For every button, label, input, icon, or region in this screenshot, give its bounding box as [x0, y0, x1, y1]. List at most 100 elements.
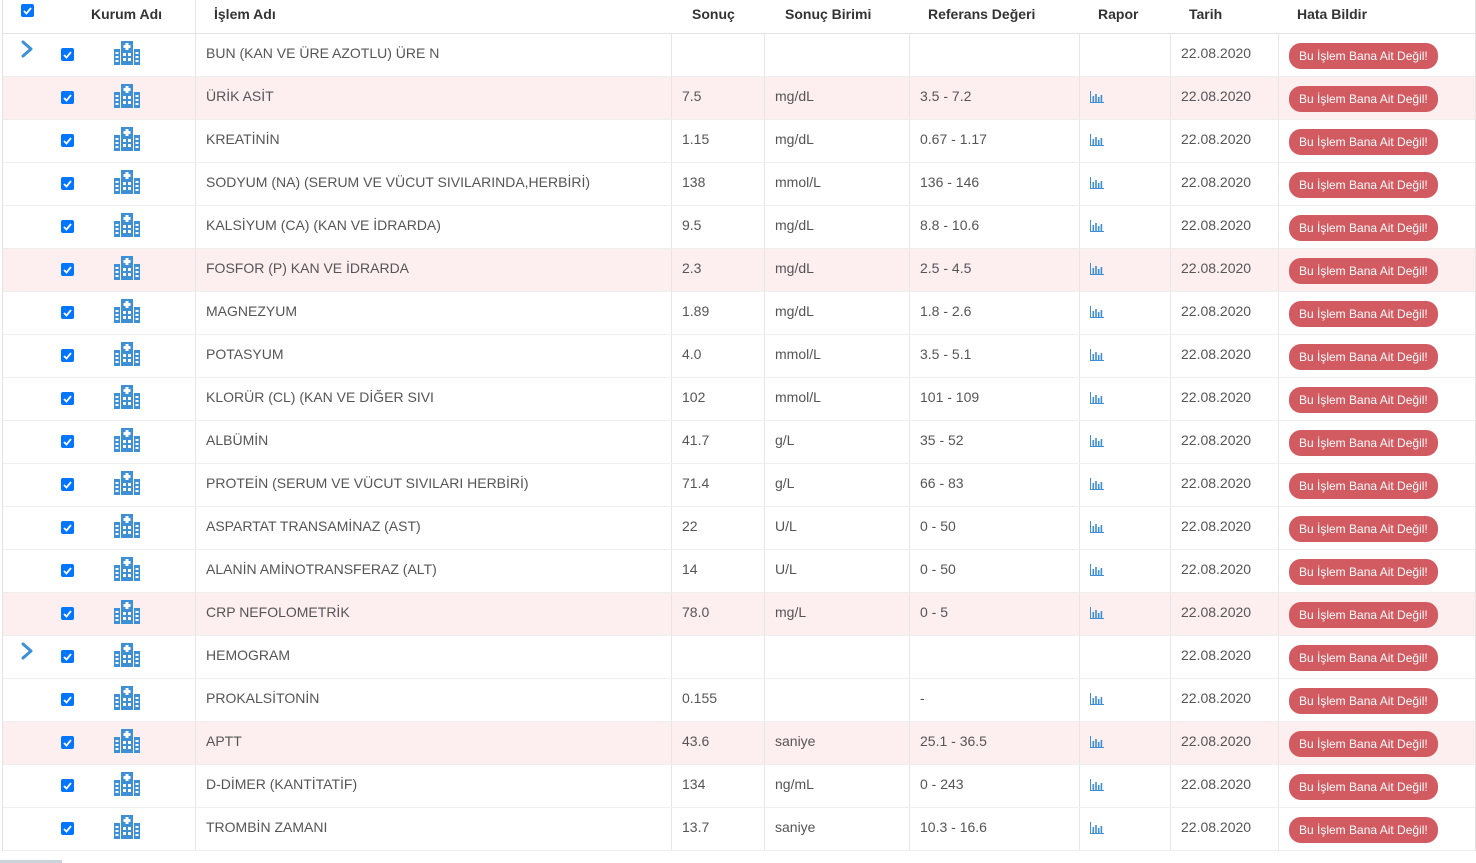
- test-name: CRP NEFOLOMETRİK: [196, 593, 672, 635]
- row-checkbox[interactable]: [60, 607, 74, 620]
- table-row: ÜRİK ASİT 7.5 mg/dL 3.5 - 7.2 22.08.2020 Bu İ…: [3, 77, 1475, 120]
- not-mine-button[interactable]: Bu İşlem Bana Ait Değil!: [1289, 516, 1438, 542]
- report-error-cell: Bu İşlem Bana Ait Değil!: [1279, 77, 1475, 119]
- chevron-right-icon[interactable]: [20, 642, 34, 663]
- select-all-checkbox[interactable]: [20, 4, 34, 17]
- report-error-cell: Bu İşlem Bana Ait Değil!: [1279, 636, 1475, 678]
- bar-chart-icon[interactable]: [1090, 821, 1104, 837]
- not-mine-button[interactable]: Bu İşlem Bana Ait Değil!: [1289, 387, 1438, 413]
- test-reference: [910, 34, 1080, 76]
- row-checkbox[interactable]: [60, 306, 74, 319]
- bar-chart-icon[interactable]: [1090, 563, 1104, 579]
- bar-chart-icon[interactable]: [1090, 735, 1104, 751]
- report-cell: [1080, 120, 1171, 162]
- not-mine-button[interactable]: Bu İşlem Bana Ait Değil!: [1289, 344, 1438, 370]
- test-date: 22.08.2020: [1171, 249, 1279, 291]
- header-kurum[interactable]: Kurum Adı: [83, 0, 196, 33]
- not-mine-button[interactable]: Bu İşlem Bana Ait Değil!: [1289, 215, 1438, 241]
- row-checkbox[interactable]: [60, 736, 74, 749]
- row-checkbox[interactable]: [60, 134, 74, 147]
- bar-chart-icon[interactable]: [1090, 778, 1104, 794]
- row-checkbox[interactable]: [60, 779, 74, 792]
- test-unit: g/L: [765, 421, 910, 463]
- bar-chart-icon[interactable]: [1090, 90, 1104, 106]
- institution-cell: [83, 206, 196, 248]
- row-checkbox[interactable]: [60, 822, 74, 835]
- not-mine-button[interactable]: Bu İşlem Bana Ait Değil!: [1289, 86, 1438, 112]
- not-mine-button[interactable]: Bu İşlem Bana Ait Değil!: [1289, 473, 1438, 499]
- report-cell: [1080, 249, 1171, 291]
- not-mine-button[interactable]: Bu İşlem Bana Ait Değil!: [1289, 430, 1438, 456]
- bar-chart-icon[interactable]: [1090, 477, 1104, 493]
- bar-chart-icon[interactable]: [1090, 305, 1104, 321]
- bar-chart-icon[interactable]: [1090, 391, 1104, 407]
- test-unit: [765, 34, 910, 76]
- not-mine-button[interactable]: Bu İşlem Bana Ait Değil!: [1289, 645, 1438, 671]
- test-result: 7.5: [672, 77, 765, 119]
- header-islem[interactable]: İşlem Adı: [214, 6, 276, 22]
- row-checkbox[interactable]: [60, 650, 74, 663]
- bar-chart-icon[interactable]: [1090, 606, 1104, 622]
- header-referans[interactable]: Referans Değeri: [928, 6, 1036, 22]
- bar-chart-icon[interactable]: [1090, 434, 1104, 450]
- bar-chart-icon[interactable]: [1090, 692, 1104, 708]
- institution-cell: [83, 636, 196, 678]
- row-checkbox[interactable]: [60, 91, 74, 104]
- header-birim[interactable]: Sonuç Birimi: [785, 6, 872, 22]
- table-row: PROTEİN (SERUM VE VÜCUT SIVILARI HERBİRİ…: [3, 464, 1475, 507]
- expand-cell: [3, 378, 51, 420]
- test-name: FOSFOR (P) KAN VE İDRARDA: [196, 249, 672, 291]
- table-row: KLORÜR (CL) (KAN VE DİĞER SIVI 102 mmol/L 1…: [3, 378, 1475, 421]
- header-rapor[interactable]: Rapor: [1098, 6, 1139, 22]
- hospital-icon: [113, 427, 141, 456]
- not-mine-button[interactable]: Bu İşlem Bana Ait Değil!: [1289, 258, 1438, 284]
- not-mine-button[interactable]: Bu İşlem Bana Ait Değil!: [1289, 817, 1438, 843]
- not-mine-button[interactable]: Bu İşlem Bana Ait Değil!: [1289, 559, 1438, 585]
- test-result: 0.155: [672, 679, 765, 721]
- test-date: 22.08.2020: [1171, 765, 1279, 807]
- not-mine-button[interactable]: Bu İşlem Bana Ait Değil!: [1289, 774, 1438, 800]
- report-cell: [1080, 378, 1171, 420]
- hospital-icon: [113, 126, 141, 155]
- expand-cell: [3, 249, 51, 291]
- header-hata[interactable]: Hata Bildir: [1297, 6, 1368, 22]
- not-mine-button[interactable]: Bu İşlem Bana Ait Değil!: [1289, 129, 1438, 155]
- not-mine-button[interactable]: Bu İşlem Bana Ait Değil!: [1289, 301, 1438, 327]
- row-checkbox[interactable]: [60, 48, 74, 61]
- row-checkbox[interactable]: [60, 220, 74, 233]
- not-mine-button[interactable]: Bu İşlem Bana Ait Değil!: [1289, 172, 1438, 198]
- scrollbar-thumb[interactable]: [0, 860, 62, 863]
- bar-chart-icon[interactable]: [1090, 262, 1104, 278]
- row-checkbox[interactable]: [60, 435, 74, 448]
- row-checkbox[interactable]: [60, 693, 74, 706]
- bar-chart-icon[interactable]: [1090, 133, 1104, 149]
- bar-chart-icon[interactable]: [1090, 176, 1104, 192]
- test-date: 22.08.2020: [1171, 679, 1279, 721]
- bar-chart-icon[interactable]: [1090, 348, 1104, 364]
- row-checkbox[interactable]: [60, 177, 74, 190]
- test-reference: 0 - 50: [910, 550, 1080, 592]
- not-mine-button[interactable]: Bu İşlem Bana Ait Değil!: [1289, 602, 1438, 628]
- test-result: 1.89: [672, 292, 765, 334]
- expand-cell: [3, 464, 51, 506]
- row-checkbox[interactable]: [60, 478, 74, 491]
- not-mine-button[interactable]: Bu İşlem Bana Ait Değil!: [1289, 688, 1438, 714]
- header-sonuc[interactable]: Sonuç: [692, 6, 735, 22]
- row-checkbox[interactable]: [60, 521, 74, 534]
- row-checkbox[interactable]: [60, 263, 74, 276]
- test-name: TROMBİN ZAMANI: [196, 808, 672, 850]
- expand-cell: [3, 679, 51, 721]
- row-checkbox[interactable]: [60, 564, 74, 577]
- row-checkbox[interactable]: [60, 349, 74, 362]
- report-error-cell: Bu İşlem Bana Ait Değil!: [1279, 34, 1475, 76]
- not-mine-button[interactable]: Bu İşlem Bana Ait Değil!: [1289, 43, 1438, 69]
- row-checkbox[interactable]: [60, 392, 74, 405]
- row-checkbox-cell: [51, 292, 83, 334]
- not-mine-button[interactable]: Bu İşlem Bana Ait Değil!: [1289, 731, 1438, 757]
- bar-chart-icon[interactable]: [1090, 219, 1104, 235]
- test-date: 22.08.2020: [1171, 77, 1279, 119]
- bar-chart-icon[interactable]: [1090, 520, 1104, 536]
- chevron-right-icon[interactable]: [20, 40, 34, 61]
- row-checkbox-cell: [51, 335, 83, 377]
- header-tarih[interactable]: Tarih: [1189, 6, 1223, 22]
